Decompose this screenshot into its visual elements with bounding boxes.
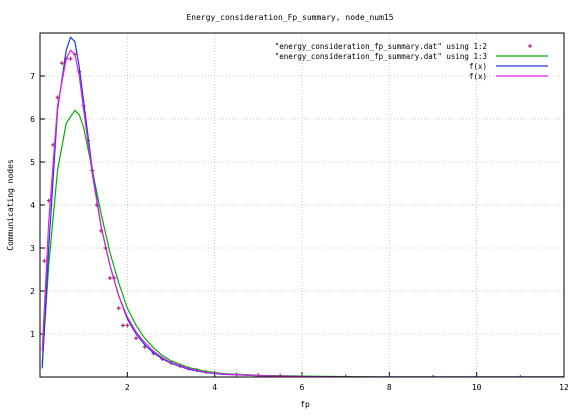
series-line-3 — [41, 36, 564, 377]
legend-label-2: "energy_consideration_fp_summary.dat" us… — [275, 52, 487, 61]
data-point — [116, 306, 121, 311]
y-tick-label: 4 — [30, 201, 35, 210]
legend-label-3: f(x) — [469, 62, 487, 71]
x-tick-label: 2 — [125, 383, 130, 392]
data-point — [134, 336, 139, 341]
chart-title: Energy_consideration_Fp_summary, node_nu… — [186, 13, 393, 22]
y-tick-label: 7 — [30, 72, 35, 81]
x-tick-label: 10 — [472, 383, 482, 392]
y-tick-label: 2 — [30, 287, 35, 296]
data-point — [518, 375, 523, 377]
y-tick-label: 6 — [30, 115, 35, 124]
x-tick-label: 6 — [300, 383, 305, 392]
series-line-4 — [41, 49, 564, 377]
y-tick-label: 3 — [30, 244, 35, 253]
data-point — [59, 61, 64, 66]
data-point — [42, 258, 47, 263]
data-point — [125, 323, 130, 328]
data-point — [107, 276, 112, 281]
x-tick-label: 8 — [387, 383, 392, 392]
legend-label-4: f(x) — [469, 72, 487, 81]
legend-label-1: "energy_consideration_fp_summary.dat" us… — [275, 42, 487, 51]
legend: "energy_consideration_fp_summary.dat" us… — [275, 42, 548, 81]
plot-frame — [39, 32, 565, 378]
data-point — [387, 375, 392, 377]
x-tick-label: 4 — [212, 383, 217, 392]
data-point — [120, 323, 125, 328]
legend-marker-1 — [528, 44, 532, 48]
data-point — [68, 56, 73, 61]
data-point — [431, 375, 435, 377]
y-tick-label: 5 — [30, 158, 35, 167]
data-point — [474, 375, 479, 377]
series-line-2 — [41, 109, 564, 377]
x-tick-label: 12 — [559, 383, 568, 392]
x-axis-label: fp — [300, 400, 310, 409]
plot-series — [41, 36, 564, 377]
grid — [40, 33, 565, 377]
y-tick-label: 1 — [30, 330, 35, 339]
y-axis-label: Communicating nodes — [6, 159, 15, 251]
